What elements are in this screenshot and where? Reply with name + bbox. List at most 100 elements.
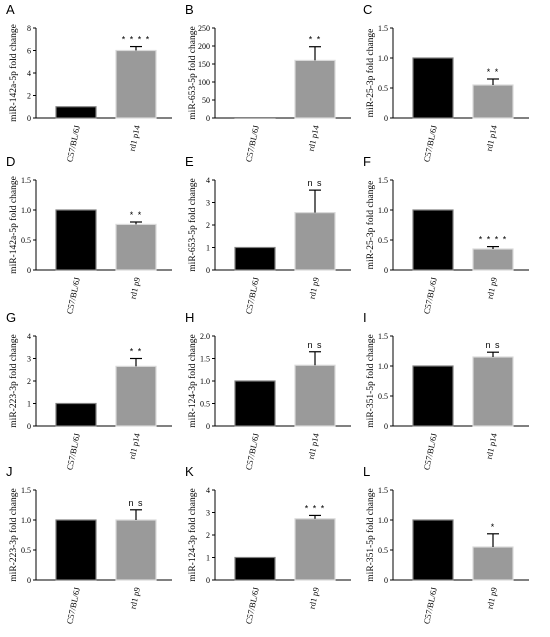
y-tick-label: 0.5 <box>378 84 388 93</box>
x-category-label: C57/BL/6J <box>243 586 261 625</box>
y-tick-label: 4 <box>206 176 210 185</box>
bar-rd1 <box>472 356 514 427</box>
x-category-label: C57/BL/6J <box>64 432 82 471</box>
y-tick-label: 1.0 <box>21 206 31 215</box>
y-axis-label: miR-653-5p fold change <box>187 178 198 271</box>
x-category-label: C57/BL/6J <box>243 432 261 471</box>
y-tick-label: 1.0 <box>378 206 388 215</box>
x-category-label: rd1 p14 <box>484 432 499 460</box>
panel-letter: E <box>185 154 194 169</box>
bar-control <box>234 556 276 581</box>
y-tick-label: 0 <box>384 266 388 275</box>
y-tick-label: 3 <box>206 509 210 518</box>
significance-label: * * * * <box>122 35 151 45</box>
x-category-label: rd1 p14 <box>306 124 321 152</box>
bar-control <box>55 106 97 119</box>
y-tick-label: 1.5 <box>378 24 388 33</box>
bar-control <box>234 246 276 271</box>
x-category-label: C57/BL/6J <box>421 124 439 163</box>
y-tick-label: 1.0 <box>378 516 388 525</box>
bar-rd1 <box>472 84 514 119</box>
x-category-label: C57/BL/6J <box>64 276 82 315</box>
y-tick-label: 1 <box>206 554 210 563</box>
y-tick-label: 1.5 <box>378 486 388 495</box>
x-category-label: rd1 p9 <box>307 276 321 300</box>
panel-letter: F <box>363 154 371 169</box>
y-tick-label: 1.0 <box>378 54 388 63</box>
panel-letter: D <box>6 154 15 169</box>
x-category-label: C57/BL/6J <box>421 276 439 315</box>
y-tick-label: 0 <box>206 576 210 585</box>
y-tick-label: 0.5 <box>378 236 388 245</box>
y-tick-label: 100 <box>198 78 210 87</box>
y-axis-label: miR-124-3p fold change <box>187 488 198 581</box>
y-tick-label: 50 <box>202 96 210 105</box>
y-tick-label: 4 <box>27 332 31 341</box>
y-axis-label: miR-25-3p fold change <box>365 29 376 118</box>
bar-control <box>412 365 454 427</box>
y-tick-label: 1.5 <box>21 486 31 495</box>
bar-rd1 <box>294 212 336 271</box>
y-tick-label: 1.0 <box>21 516 31 525</box>
y-tick-label: 0.5 <box>21 546 31 555</box>
bar-control <box>55 519 97 581</box>
significance-label: * * <box>487 67 500 77</box>
x-category-label: rd1 p9 <box>128 276 142 300</box>
y-tick-label: 0 <box>206 422 210 431</box>
y-tick-label: 2 <box>27 92 31 101</box>
y-tick-label: 0 <box>384 422 388 431</box>
y-tick-label: 1.5 <box>378 176 388 185</box>
x-category-label: rd1 p14 <box>484 124 499 152</box>
y-tick-label: 0 <box>27 422 31 431</box>
bar-control <box>234 380 276 427</box>
significance-label: n s <box>307 178 322 188</box>
bar-rd1 <box>294 364 336 427</box>
bar-rd1 <box>472 546 514 581</box>
panel-letter: J <box>6 464 13 479</box>
x-category-label: rd1 p14 <box>127 432 142 460</box>
bar-control <box>412 519 454 581</box>
y-tick-label: 4 <box>206 486 210 495</box>
y-axis-label: miR-25-3p fold change <box>365 181 376 270</box>
x-category-label: rd1 p14 <box>127 124 142 152</box>
panel-letter: A <box>6 2 15 17</box>
y-tick-label: 250 <box>198 24 210 33</box>
bar-rd1 <box>115 519 157 581</box>
panel-letter: L <box>363 464 370 479</box>
x-category-label: rd1 p14 <box>306 432 321 460</box>
y-axis-label: miR-351-5p fold change <box>365 488 376 581</box>
panel-letter: H <box>185 310 194 325</box>
y-tick-label: 1.5 <box>21 176 31 185</box>
x-category-label: C57/BL/6J <box>64 124 82 163</box>
x-category-label: C57/BL/6J <box>243 276 261 315</box>
bar-control <box>412 209 454 271</box>
x-category-label: rd1 p9 <box>307 586 321 610</box>
y-tick-label: 0.5 <box>21 236 31 245</box>
y-tick-label: 0.5 <box>378 392 388 401</box>
y-axis-label: miR-351-5p fold change <box>365 334 376 427</box>
y-tick-label: 8 <box>27 24 31 33</box>
bar-rd1 <box>115 49 157 119</box>
y-tick-label: 3 <box>27 355 31 364</box>
x-category-label: C57/BL/6J <box>64 586 82 625</box>
y-axis-label: miR-653-5p fold change <box>187 26 198 119</box>
bar-control <box>412 57 454 119</box>
panel-letter: G <box>6 310 16 325</box>
bar-rd1 <box>294 59 336 119</box>
x-category-label: C57/BL/6J <box>243 124 261 163</box>
y-tick-label: 1.5 <box>200 355 210 364</box>
y-tick-label: 2.0 <box>200 332 210 341</box>
panel-letter: C <box>363 2 372 17</box>
x-category-label: rd1 p9 <box>485 586 499 610</box>
x-category-label: C57/BL/6J <box>421 586 439 625</box>
bar-rd1 <box>115 223 157 271</box>
y-axis-label: miR-223-3p fold change <box>8 334 19 427</box>
